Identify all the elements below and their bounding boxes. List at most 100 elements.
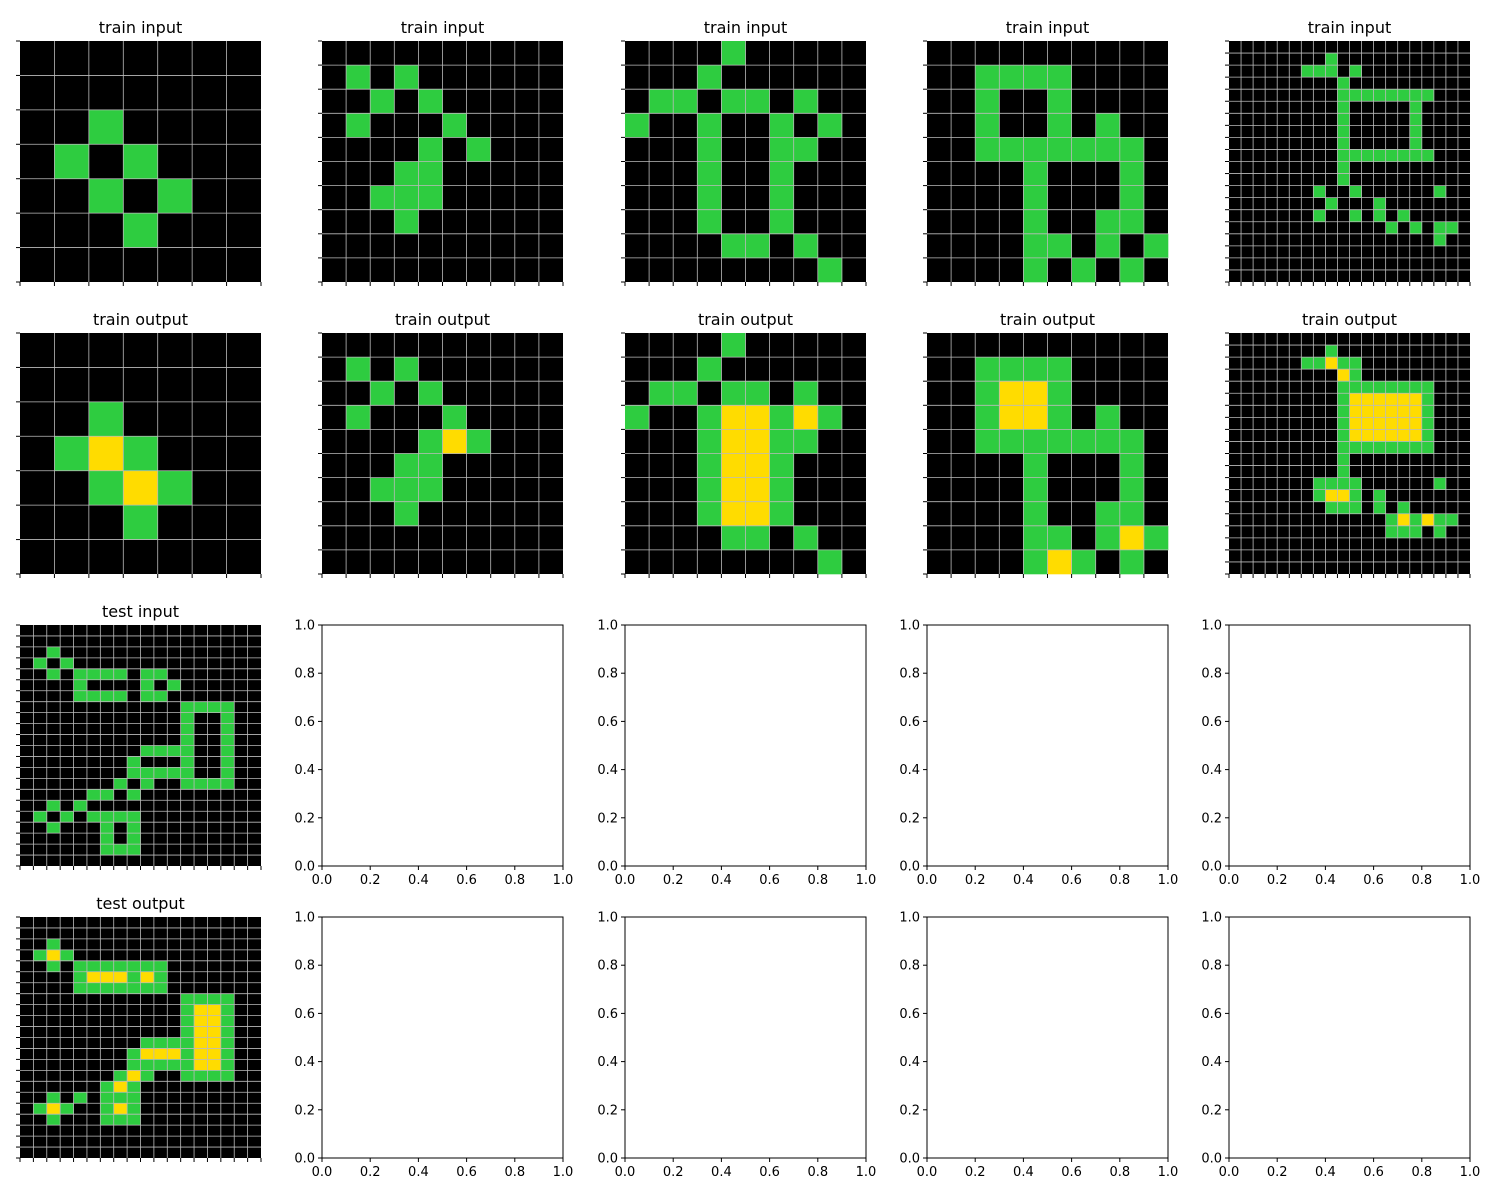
yellow-cell: [999, 405, 1024, 430]
yellow-cell: [207, 1004, 222, 1016]
green-cell: [394, 161, 419, 186]
green-cell: [180, 1026, 195, 1038]
green-cell: [769, 429, 794, 454]
green-cell: [1095, 209, 1121, 235]
green-cell: [100, 811, 115, 823]
green-cell: [1385, 149, 1398, 162]
green-cell: [1373, 441, 1386, 454]
yellow-cell: [194, 1004, 208, 1016]
green-cell: [1337, 357, 1350, 370]
green-cell: [721, 41, 746, 66]
green-cell: [1023, 525, 1048, 551]
green-cell: [127, 1081, 141, 1093]
x-tick-label: 1.0: [553, 873, 574, 888]
green-cell: [975, 381, 1000, 406]
green-cell: [127, 811, 141, 823]
green-cell: [180, 778, 195, 790]
green-cell: [127, 1103, 141, 1115]
green-cell: [1119, 161, 1145, 186]
yellow-cell: [745, 501, 770, 527]
green-cell: [180, 1059, 195, 1071]
green-cell: [1095, 525, 1121, 551]
green-cell: [207, 701, 222, 713]
green-cell: [140, 1059, 155, 1071]
green-cell: [1023, 233, 1048, 259]
green-cell: [1325, 345, 1338, 358]
green-cell: [73, 679, 88, 692]
x-tick-label: 0.4: [1013, 1165, 1034, 1180]
yellow-cell: [721, 501, 746, 527]
grid-panel: train input: [16, 18, 262, 286]
green-cell: [1409, 513, 1423, 527]
yellow-cell: [745, 453, 770, 478]
green-cell: [817, 257, 843, 283]
green-cell: [346, 405, 371, 430]
green-cell: [793, 429, 819, 454]
green-cell: [33, 1103, 48, 1115]
x-tick-label: 0.4: [1315, 873, 1336, 888]
green-cell: [1337, 417, 1350, 430]
green-cell: [975, 429, 1000, 454]
yellow-cell: [1385, 393, 1398, 406]
green-cell: [1023, 429, 1048, 454]
green-cell: [88, 470, 124, 506]
y-tick-label: 0.6: [597, 1007, 618, 1022]
green-cell: [1349, 65, 1362, 78]
green-cell: [975, 405, 1000, 430]
yellow-cell: [207, 1037, 222, 1049]
y-tick-label: 0.0: [597, 860, 618, 875]
yellow-cell: [194, 1059, 208, 1071]
green-cell: [1047, 65, 1072, 90]
green-cell: [1337, 125, 1350, 138]
y-tick-label: 0.2: [294, 1103, 315, 1118]
x-tick-label: 0.8: [504, 873, 525, 888]
yellow-cell: [1361, 405, 1374, 418]
green-cell: [1337, 149, 1350, 162]
yellow-cell: [194, 1026, 208, 1038]
green-cell: [86, 982, 101, 994]
green-cell: [1373, 381, 1386, 394]
green-cell: [1023, 501, 1048, 527]
empty-axes-panel: 0.00.0 0.2 0.2 0.4 0.4 0.6 0.6 0.8 0.8 1.0 1.0: [294, 911, 573, 1181]
green-cell: [1119, 209, 1145, 235]
green-cell: [1409, 525, 1423, 539]
grid-panel: train output: [1225, 310, 1471, 578]
green-cell: [1349, 489, 1362, 502]
green-cell: [721, 333, 746, 358]
x-tick-label: 0.4: [711, 1165, 732, 1180]
x-tick-label: 1.0: [856, 873, 877, 888]
green-cell: [33, 657, 48, 670]
x-tick-label: 0.4: [408, 1165, 429, 1180]
green-cell: [180, 701, 195, 713]
x-tick-label: 1.0: [553, 1165, 574, 1180]
x-tick-label: 0.0: [615, 873, 636, 888]
green-cell: [220, 778, 235, 790]
x-tick-label: 0.2: [663, 873, 684, 888]
green-cell: [745, 233, 770, 259]
green-cell: [207, 778, 222, 790]
x-tick-label: 1.0: [1158, 1165, 1179, 1180]
grid-panel: train input: [621, 18, 867, 286]
x-tick-label: 0.2: [663, 1165, 684, 1180]
green-cell: [1385, 221, 1398, 235]
green-cell: [123, 436, 159, 472]
green-cell: [1071, 257, 1096, 283]
green-cell: [1397, 501, 1411, 515]
green-cell: [769, 137, 794, 162]
green-cell: [1349, 381, 1362, 394]
green-cell: [167, 1059, 181, 1071]
green-cell: [1337, 173, 1350, 186]
green-cell: [46, 1114, 61, 1126]
green-cell: [127, 1059, 141, 1071]
green-cell: [1143, 525, 1169, 551]
yellow-cell: [721, 453, 746, 478]
yellow-cell: [1349, 417, 1362, 430]
green-cell: [1313, 357, 1326, 370]
green-cell: [1119, 549, 1145, 575]
yellow-cell: [123, 470, 159, 506]
green-cell: [86, 811, 101, 823]
green-cell: [1071, 429, 1096, 454]
axes-frame: [1228, 624, 1471, 867]
green-cell: [123, 505, 159, 540]
x-tick-label: 0.8: [504, 1165, 525, 1180]
